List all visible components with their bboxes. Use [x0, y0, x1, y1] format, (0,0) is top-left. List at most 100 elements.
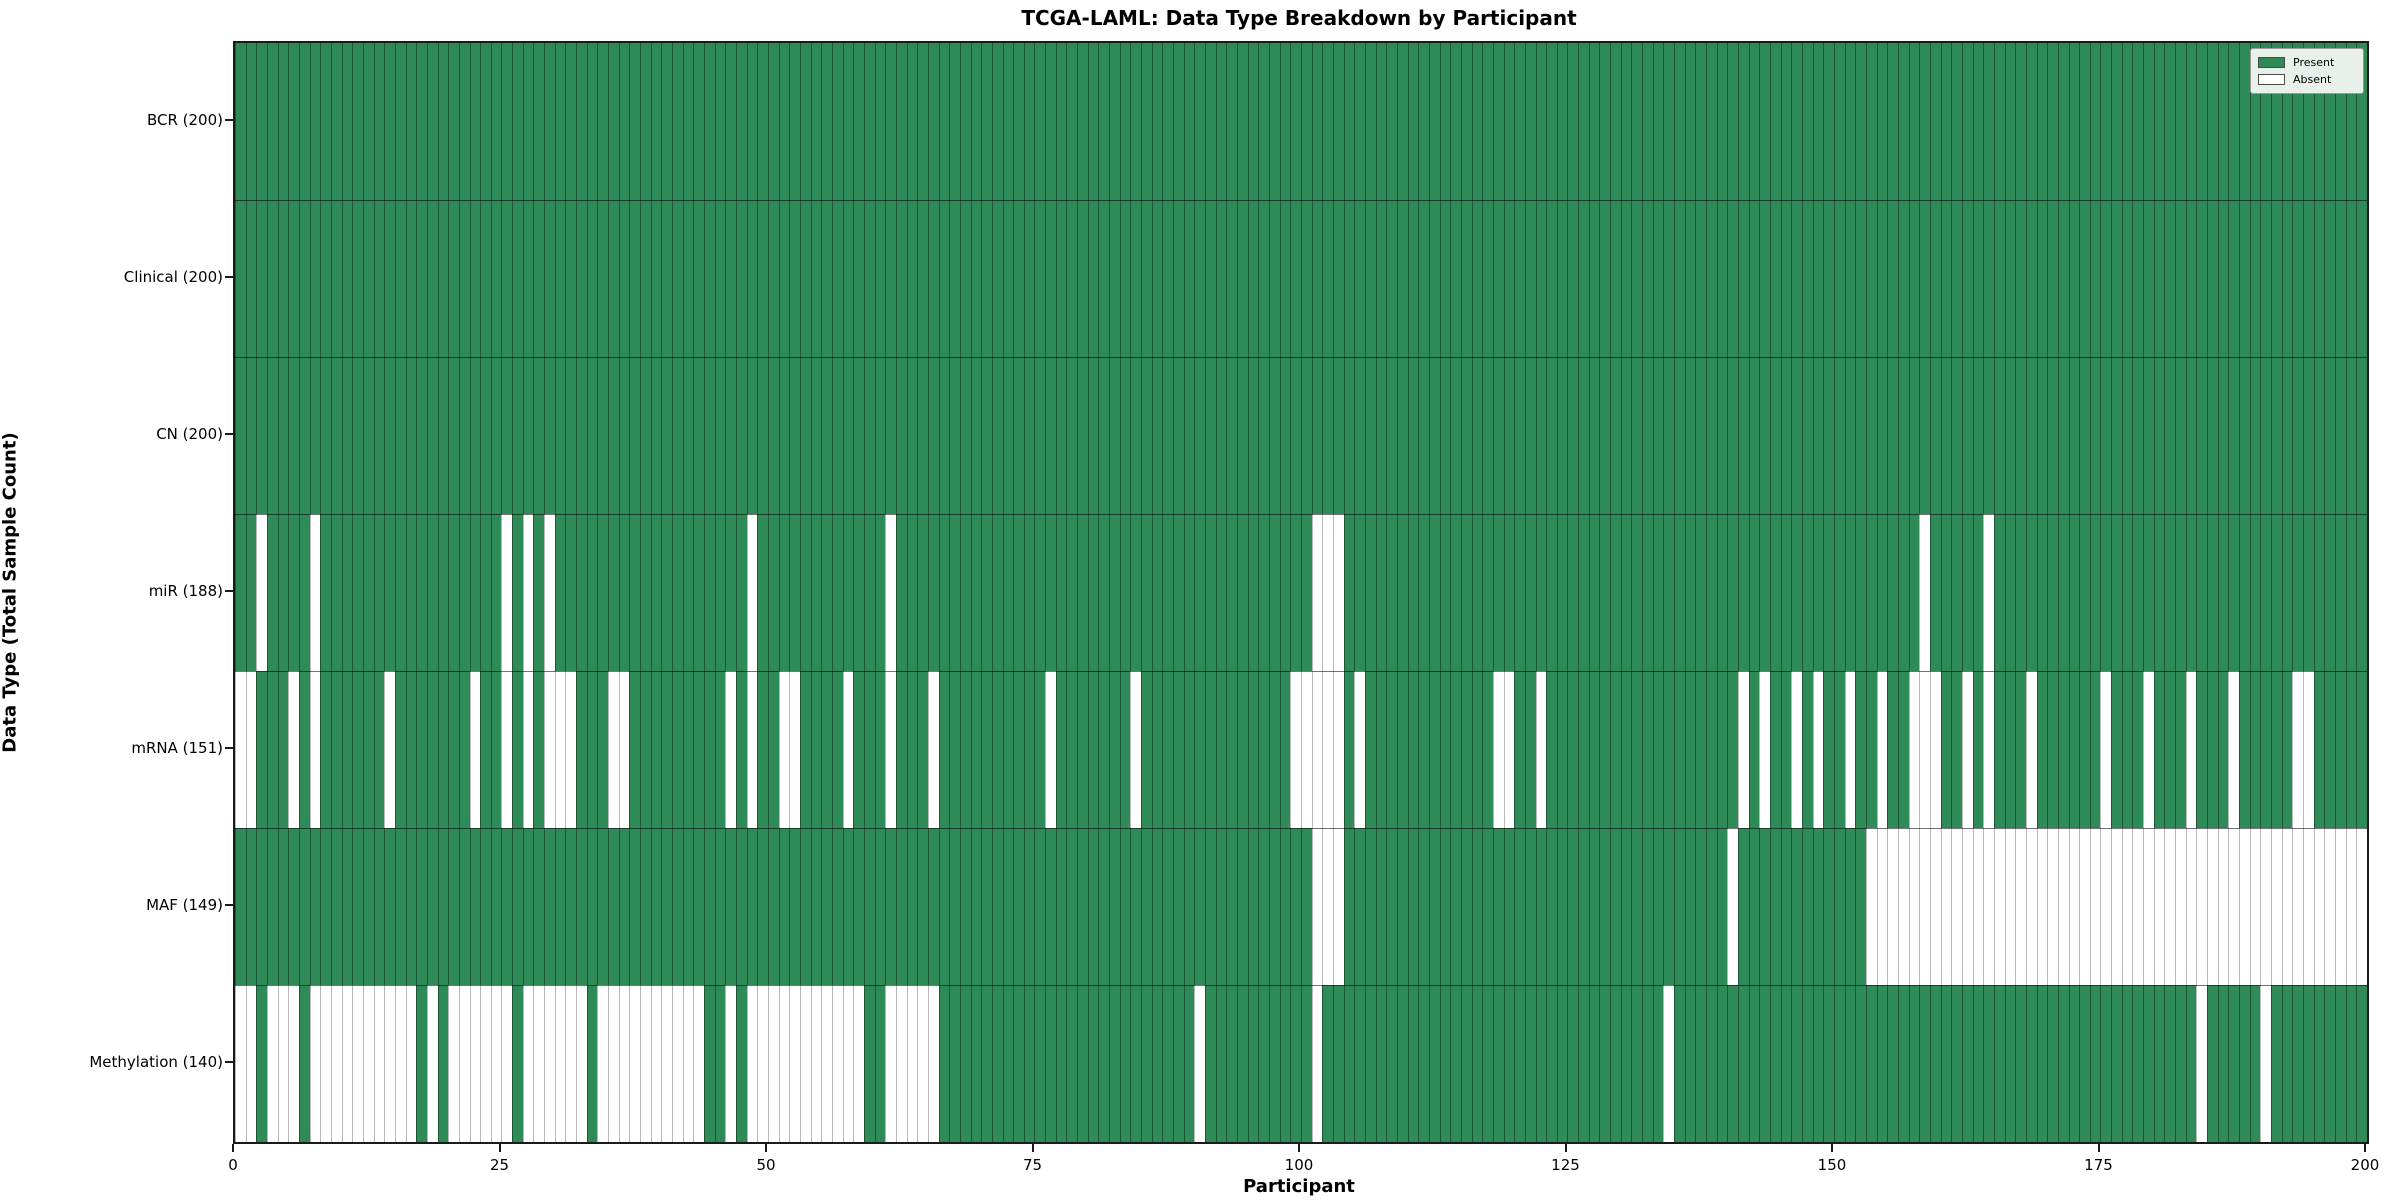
- heatmap-cell: [2079, 828, 2090, 985]
- heatmap-cell: [1471, 671, 1483, 828]
- heatmap-cell: [1546, 43, 1557, 200]
- heatmap-cell: [1418, 828, 1429, 985]
- heatmap-cell: [288, 671, 299, 828]
- heatmap-cell: [1322, 357, 1333, 514]
- heatmap-cell: [1610, 985, 1621, 1142]
- heatmap-cell: [714, 828, 726, 985]
- heatmap-cell: [1290, 43, 1301, 200]
- heatmap-cell: [1322, 200, 1333, 357]
- heatmap-cell: [1929, 671, 1941, 828]
- heatmap-cell: [1695, 514, 1707, 671]
- heatmap-cell: [352, 828, 363, 985]
- heatmap-cell: [1258, 514, 1270, 671]
- heatmap-cell: [746, 357, 758, 514]
- heatmap-cell: [682, 43, 694, 200]
- heatmap-cell: [1663, 43, 1675, 200]
- heatmap-cell: [1919, 671, 1930, 828]
- heatmap-cell: [1993, 357, 2005, 514]
- heatmap-cell: [661, 357, 673, 514]
- heatmap-cell: [565, 671, 577, 828]
- heatmap-cell: [1162, 828, 1174, 985]
- heatmap-cell: [2239, 985, 2250, 1142]
- heatmap-cell: [1855, 985, 1866, 1142]
- heatmap-cell: [1887, 43, 1898, 200]
- heatmap-cell: [927, 985, 939, 1142]
- heatmap-cell: [1791, 985, 1803, 1142]
- heatmap-cell: [1599, 357, 1611, 514]
- heatmap-cell: [1492, 43, 1504, 200]
- heatmap-cell: [1812, 985, 1824, 1142]
- heatmap-cell: [1162, 671, 1174, 828]
- heatmap-cell: [704, 671, 715, 828]
- heatmap-cell: [2260, 828, 2272, 985]
- heatmap-cell: [789, 514, 800, 671]
- heatmap-cell: [1237, 357, 1248, 514]
- heatmap-cell: [1418, 985, 1429, 1142]
- heatmap-cell: [266, 985, 278, 1142]
- heatmap-cell: [576, 828, 587, 985]
- heatmap-cell: [1418, 200, 1429, 357]
- heatmap-cell: [1130, 514, 1142, 671]
- y-tick-label-miR: miR (188): [148, 581, 223, 600]
- heatmap-cell: [341, 43, 353, 200]
- heatmap-cell: [704, 514, 715, 671]
- heatmap-cell: [991, 514, 1003, 671]
- heatmap-cell: [1695, 985, 1707, 1142]
- heatmap-cell: [1706, 357, 1717, 514]
- heatmap-cell: [501, 43, 513, 200]
- heatmap-cell: [2345, 357, 2357, 514]
- heatmap-cell: [1652, 357, 1664, 514]
- heatmap-cell: [885, 200, 896, 357]
- heatmap-cell: [1311, 357, 1323, 514]
- heatmap-cell: [1386, 357, 1397, 514]
- heatmap-cell: [1567, 357, 1579, 514]
- heatmap-cell: [1066, 514, 1078, 671]
- heatmap-cell: [682, 200, 694, 357]
- heatmap-cell: [1354, 985, 1365, 1142]
- heatmap-cell: [1269, 828, 1280, 985]
- heatmap-cell: [1450, 200, 1461, 357]
- heatmap-cell: [1908, 200, 1920, 357]
- heatmap-cell: [2175, 357, 2186, 514]
- heatmap-cell: [1855, 828, 1866, 985]
- heatmap-cell: [362, 985, 374, 1142]
- heatmap-cell: [2185, 671, 2197, 828]
- heatmap-cell: [714, 514, 726, 671]
- heatmap-cell: [970, 43, 982, 200]
- heatmap-cell: [1237, 514, 1248, 671]
- heatmap-cell: [512, 985, 523, 1142]
- heatmap-cell: [1471, 200, 1483, 357]
- heatmap-cell: [2196, 43, 2208, 200]
- heatmap-cell: [1482, 357, 1493, 514]
- heatmap-cell: [821, 985, 832, 1142]
- heatmap-cell: [2239, 671, 2250, 828]
- heatmap-cell: [1013, 671, 1024, 828]
- heatmap-cell: [1524, 985, 1536, 1142]
- heatmap-cell: [373, 828, 385, 985]
- heatmap-cell: [1162, 514, 1174, 671]
- heatmap-cell: [1322, 671, 1333, 828]
- heatmap-cell: [661, 200, 673, 357]
- heatmap-cell: [1972, 200, 1984, 357]
- heatmap-cell: [1450, 357, 1461, 514]
- heatmap-cell: [1226, 828, 1238, 985]
- heatmap-cell: [298, 514, 310, 671]
- heatmap-cell: [405, 828, 417, 985]
- heatmap-cell: [1610, 357, 1621, 514]
- heatmap-cell: [1109, 828, 1120, 985]
- heatmap-cell: [2260, 43, 2272, 200]
- heatmap-cell: [1908, 671, 1920, 828]
- heatmap-cell: [544, 357, 555, 514]
- heatmap-cell: [1077, 514, 1088, 671]
- heatmap-cell: [1716, 200, 1728, 357]
- heatmap-cell: [1034, 43, 1046, 200]
- heatmap-cell: [1983, 985, 1994, 1142]
- heatmap-cell: [1951, 985, 1962, 1142]
- heatmap-cell: [1684, 671, 1696, 828]
- heatmap-cell: [1269, 985, 1280, 1142]
- heatmap-cell: [2015, 200, 2026, 357]
- heatmap-cell: [565, 828, 577, 985]
- heatmap-cell: [1151, 828, 1163, 985]
- heatmap-cell: [2089, 200, 2101, 357]
- heatmap-cell: [437, 200, 449, 357]
